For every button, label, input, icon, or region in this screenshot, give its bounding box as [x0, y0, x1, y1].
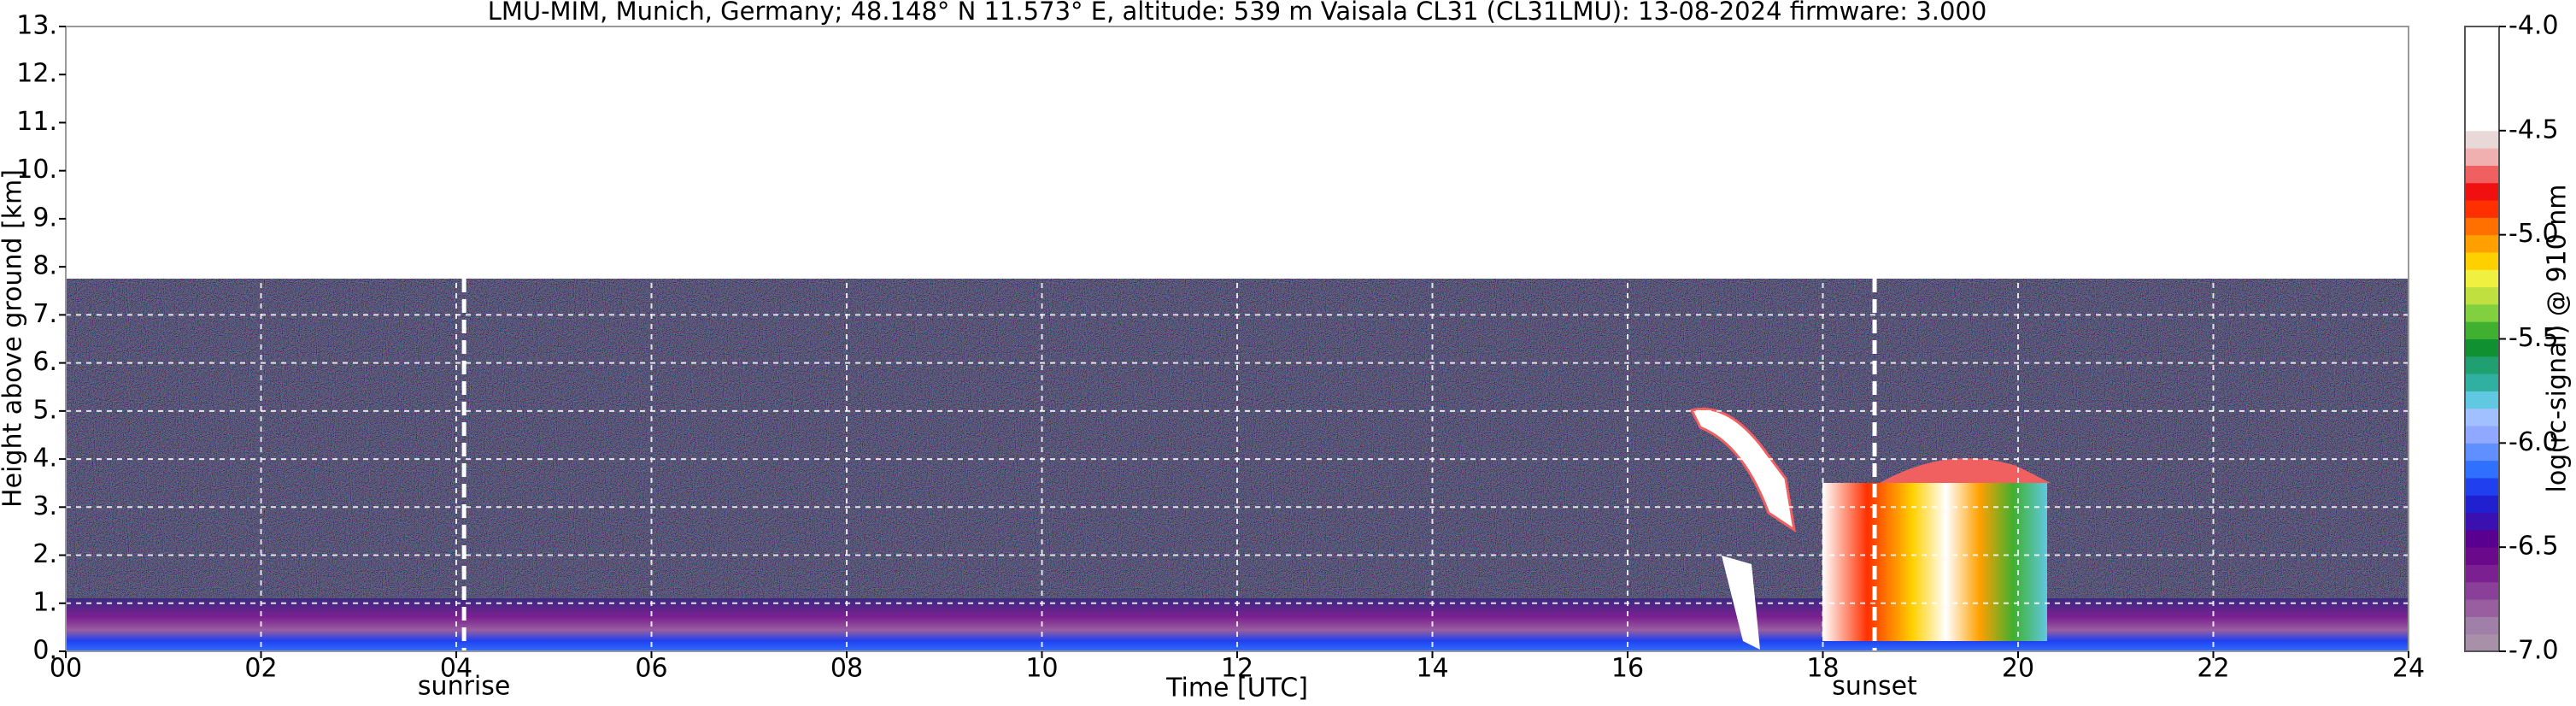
- colorbar-segment: [2465, 78, 2499, 97]
- colorbar-tick-label: -6.5: [2509, 532, 2559, 562]
- colorbar-tick-label: -6.0: [2509, 427, 2559, 457]
- colorbar-segment: [2465, 495, 2499, 514]
- y-tick-label: 7.: [32, 299, 57, 329]
- colorbar-segment: [2465, 165, 2499, 184]
- colorbar-segment: [2465, 269, 2499, 288]
- y-tick-label: 8.: [32, 251, 57, 281]
- colorbar-label: log(rc-signal) @ 910 nm: [2543, 185, 2573, 493]
- x-tick-label: 02: [244, 654, 277, 684]
- colorbar-segment: [2465, 408, 2499, 427]
- y-tick-label: 2.: [32, 539, 57, 569]
- colorbar-tick-label: -4.5: [2509, 115, 2559, 144]
- colorbar-segment: [2465, 200, 2499, 218]
- x-tick-label: 12: [1221, 654, 1253, 684]
- colorbar-segment: [2465, 581, 2499, 600]
- x-tick-label: 10: [1025, 654, 1058, 684]
- y-tick-label: 6.: [32, 347, 57, 377]
- colorbar-segment: [2465, 251, 2499, 270]
- colorbar-segment: [2465, 633, 2499, 652]
- y-tick-label: 10.: [16, 155, 57, 185]
- colorbar-segment: [2465, 564, 2499, 583]
- colorbar-segment: [2465, 616, 2499, 635]
- colorbar-segment: [2465, 113, 2499, 132]
- y-axis-label: Height above ground [km]: [0, 169, 28, 508]
- y-tick-label: 4.: [32, 444, 57, 474]
- backscatter-image: [66, 279, 2409, 651]
- y-tick-label: 5.: [32, 395, 57, 425]
- annotation-label: sunrise: [418, 672, 510, 702]
- chart-title: LMU-MIM, Munich, Germany; 48.148° N 11.5…: [488, 0, 1987, 26]
- y-tick-label: 12.: [16, 59, 57, 89]
- y-tick-label: 1.: [32, 587, 57, 617]
- colorbar-segment: [2465, 529, 2499, 548]
- colorbar-segment: [2465, 391, 2499, 409]
- x-tick-label: 24: [2392, 654, 2425, 684]
- colorbar-segment: [2465, 460, 2499, 479]
- y-tick-label: 13.: [16, 11, 57, 41]
- colorbar-segment: [2465, 26, 2499, 44]
- colorbar-segment: [2465, 61, 2499, 79]
- colorbar-tick-label: -7.0: [2509, 636, 2559, 666]
- annotation-label: sunset: [1832, 672, 1917, 702]
- colorbar-segment: [2465, 182, 2499, 201]
- x-tick-label: 00: [50, 654, 82, 684]
- colorbar-segment: [2465, 426, 2499, 444]
- colorbar-segment: [2465, 234, 2499, 253]
- colorbar-segment: [2465, 547, 2499, 565]
- x-tick-label: 20: [2002, 654, 2034, 684]
- x-tick-label: 04: [440, 654, 472, 684]
- colorbar-segment: [2465, 286, 2499, 305]
- colorbar-segment: [2465, 44, 2499, 62]
- colorbar-segment: [2465, 148, 2499, 166]
- x-tick-label: 06: [635, 654, 667, 684]
- x-tick-label: 08: [830, 654, 863, 684]
- colorbar-segment: [2465, 321, 2499, 339]
- y-tick-label: 9.: [32, 203, 57, 232]
- colorbar-tick-label: -5.0: [2509, 219, 2559, 249]
- colorbar-segment: [2465, 599, 2499, 617]
- colorbar-segment: [2465, 477, 2499, 496]
- cloud-top: [1880, 458, 2051, 483]
- colorbar-tick-label: -4.0: [2509, 11, 2559, 41]
- x-tick-label: 16: [1611, 654, 1644, 684]
- x-tick-label: 18: [1806, 654, 1839, 684]
- y-tick-label: 3.: [32, 491, 57, 521]
- colorbar-segment: [2465, 303, 2499, 322]
- colorbar-segment: [2465, 443, 2499, 462]
- x-tick-label: 14: [1416, 654, 1448, 684]
- y-tick-label: 11.: [16, 107, 57, 137]
- y-tick-label: 0.: [32, 636, 57, 666]
- colorbar-segment: [2465, 217, 2499, 236]
- colorbar-segment: [2465, 96, 2499, 115]
- colorbar-segment: [2465, 512, 2499, 531]
- colorbar-segment: [2465, 130, 2499, 149]
- colorbar-segment: [2465, 356, 2499, 374]
- x-axis-label: Time [UTC]: [1165, 674, 1308, 703]
- x-tick-label: 22: [2197, 654, 2229, 684]
- colorbar-segment: [2465, 338, 2499, 357]
- cloud-layer: [1822, 483, 2047, 641]
- colorbar-tick-label: -5.5: [2509, 323, 2559, 353]
- colorbar-segment: [2465, 374, 2499, 391]
